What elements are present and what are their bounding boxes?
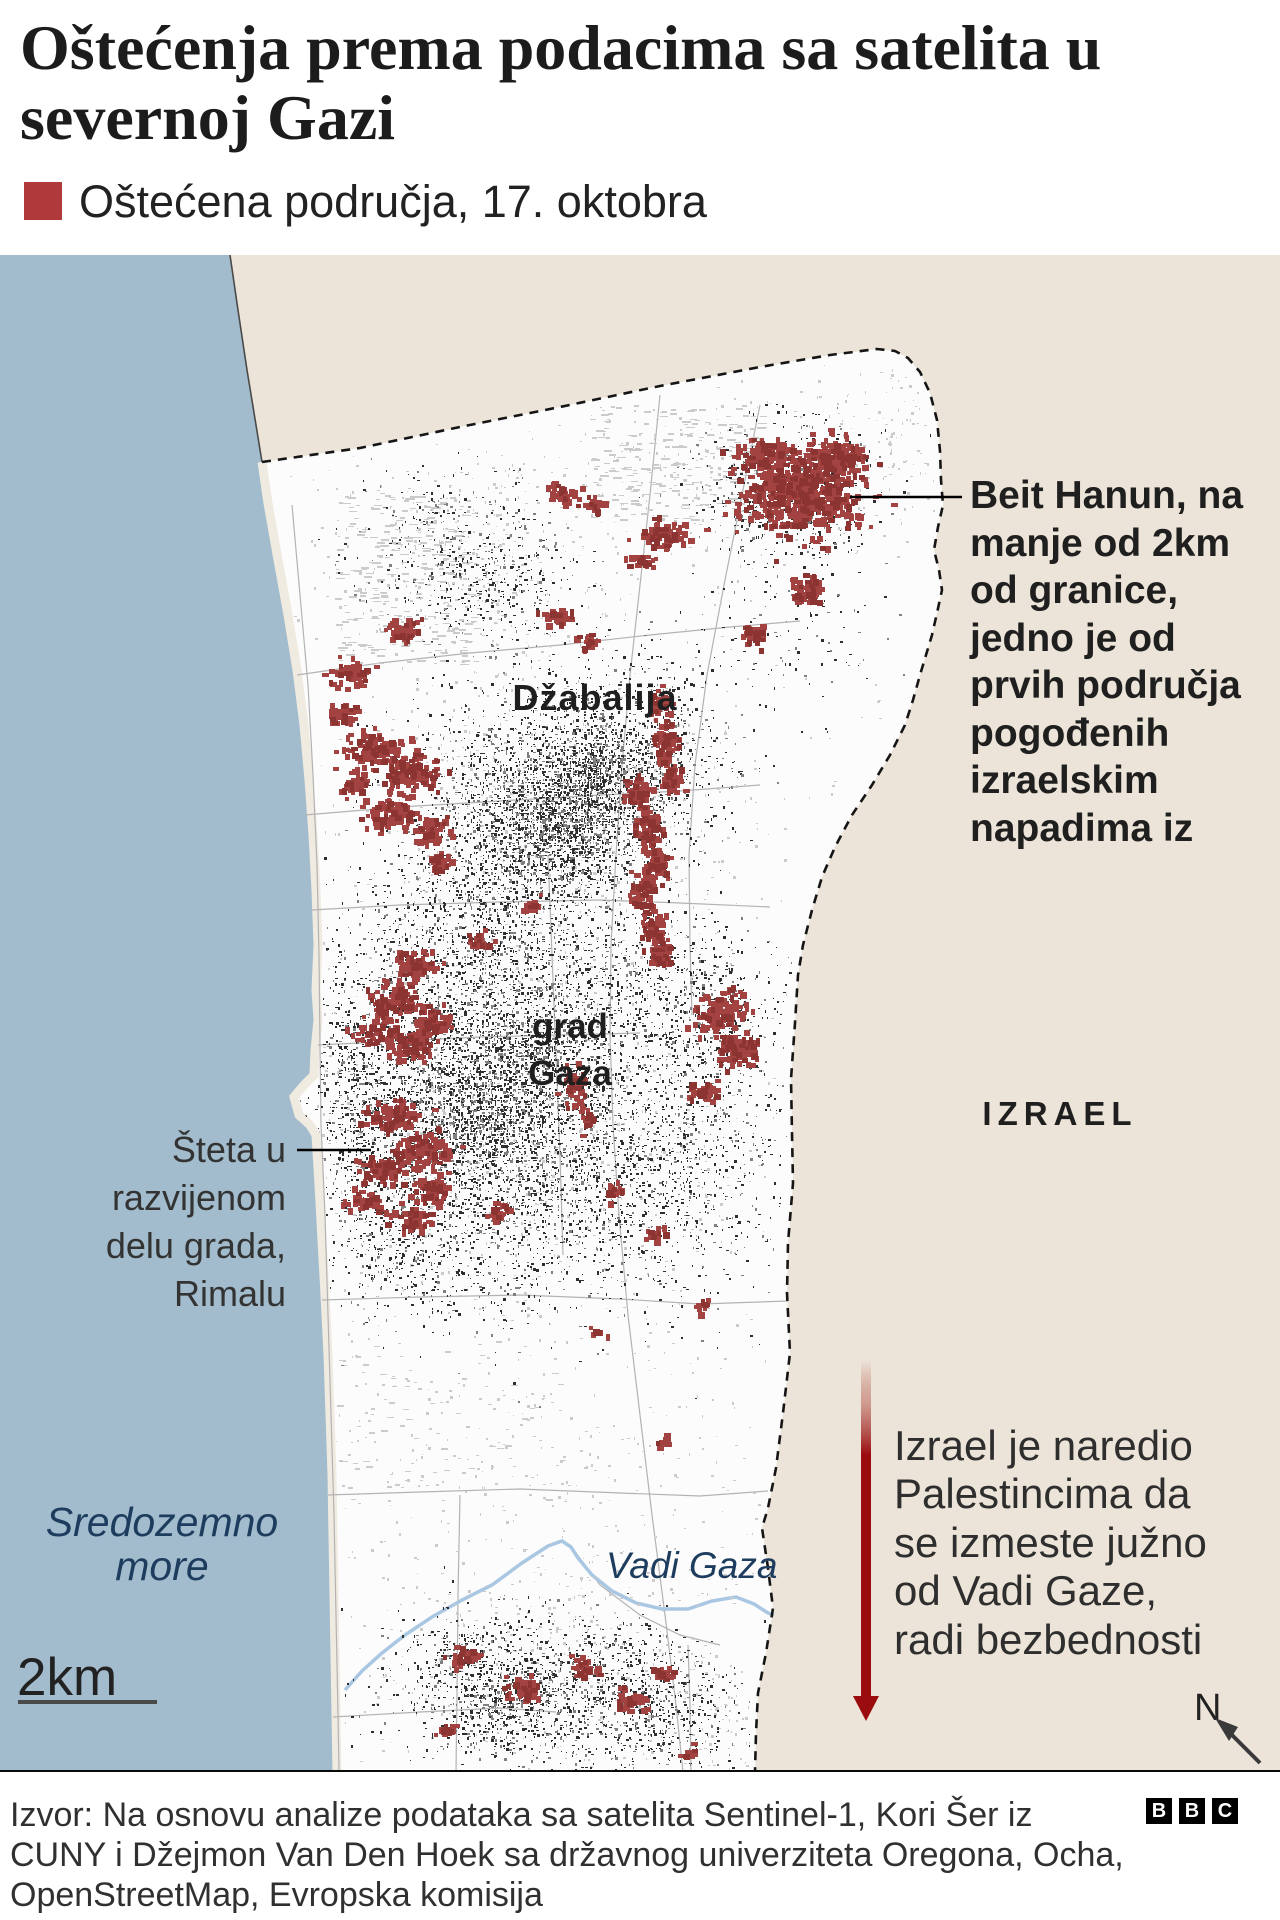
svg-text:razvijenom: razvijenom bbox=[112, 1177, 286, 1218]
svg-text:2km: 2km bbox=[17, 1648, 117, 1707]
svg-text:radi bezbednosti: radi bezbednosti bbox=[894, 1616, 1202, 1663]
svg-text:Vadi Gaza: Vadi Gaza bbox=[606, 1545, 777, 1586]
svg-text:IZRAEL: IZRAEL bbox=[982, 1095, 1137, 1132]
svg-text:more: more bbox=[115, 1543, 208, 1589]
svg-text:izraelskim: izraelskim bbox=[970, 759, 1159, 802]
svg-text:Beit Hanun, na: Beit Hanun, na bbox=[970, 474, 1243, 517]
svg-text:Šteta u: Šteta u bbox=[172, 1129, 286, 1170]
svg-text:pogođenih: pogođenih bbox=[970, 712, 1169, 755]
svg-text:Sredozemno: Sredozemno bbox=[46, 1499, 278, 1545]
svg-text:prvih područja: prvih područja bbox=[970, 664, 1241, 707]
svg-text:se izmeste južno: se izmeste južno bbox=[894, 1519, 1207, 1566]
svg-text:Gaza: Gaza bbox=[528, 1054, 612, 1093]
svg-text:jedno je od: jedno je od bbox=[969, 617, 1176, 660]
svg-text:Palestincima da: Palestincima da bbox=[894, 1470, 1191, 1517]
svg-text:od Vadi Gaze,: od Vadi Gaze, bbox=[894, 1567, 1157, 1614]
svg-text:Rimalu: Rimalu bbox=[174, 1273, 286, 1314]
svg-text:od granice,: od granice, bbox=[970, 569, 1178, 612]
svg-text:Džabalija: Džabalija bbox=[512, 677, 677, 718]
svg-text:grad: grad bbox=[532, 1007, 608, 1046]
svg-text:delu grada,: delu grada, bbox=[106, 1225, 286, 1266]
svg-text:manje od 2km: manje od 2km bbox=[970, 522, 1230, 565]
svg-text:N: N bbox=[1194, 1687, 1221, 1729]
svg-text:napadima iz: napadima iz bbox=[970, 807, 1193, 850]
svg-text:Izrael je naredio: Izrael je naredio bbox=[894, 1422, 1193, 1469]
